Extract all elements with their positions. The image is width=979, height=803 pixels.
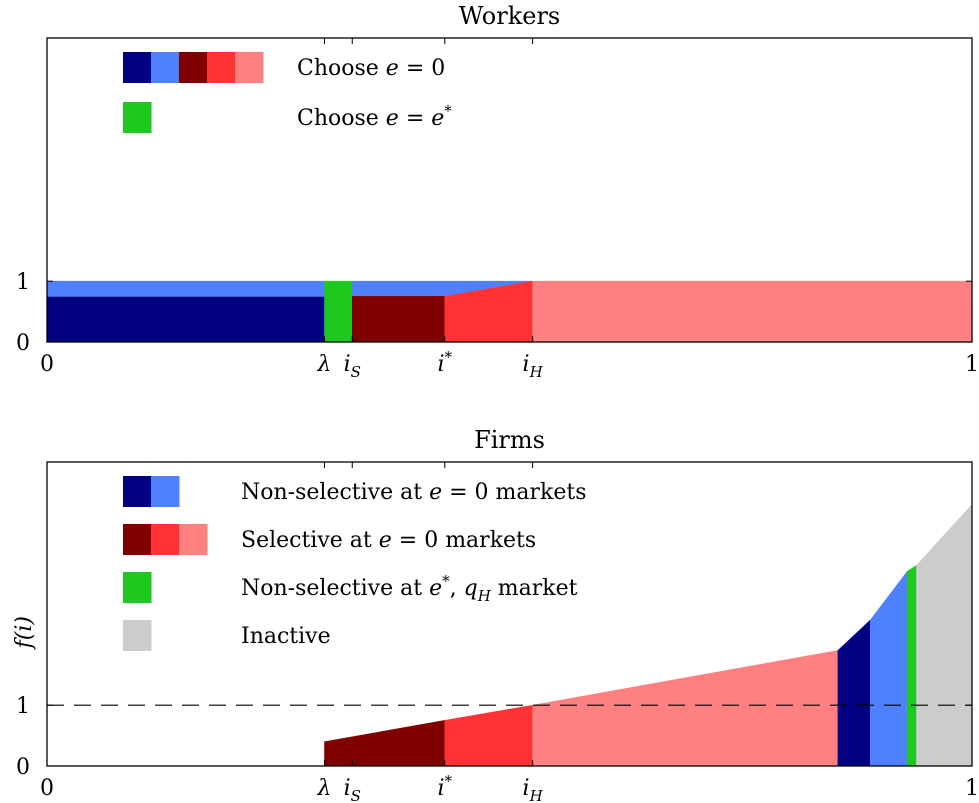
legend-label-1: Selective at e = 0 markets [241,528,536,553]
x-tick-label-3: i* [437,772,452,801]
y-axis-label: f(i) [12,616,37,650]
legend-swatch [123,620,152,651]
area-region-0 [324,720,446,767]
area-region-0 [46,296,325,343]
area-region-6 [532,280,973,343]
x-tick-label-4: iH [523,352,544,381]
plot-frame [46,461,973,767]
x-tick-label-0: 0 [40,776,54,801]
chart-title: Firms [474,426,545,454]
legend-swatch [235,52,264,83]
x-tick-label-4: iH [523,776,544,803]
area-region-5 [906,564,917,767]
legend-swatch [151,52,180,83]
x-tick-label-1: λ [317,352,332,377]
legend-swatch [179,52,208,83]
legend-swatch [151,476,180,507]
legend-swatch [123,102,152,133]
firms-panel: 0 λ iS i* iH 1 0 1 Firms f(i) Non-selective at e =… [12,426,979,803]
y-tick-label-0: 0 [16,331,30,356]
area-region-1 [444,704,533,767]
legend-label-3: Inactive [241,624,331,649]
legend-label-0: Choose e = 0 [297,56,445,81]
x-tick-label-5: 1 [965,776,979,801]
legend-label-1: Choose e = e* [297,102,452,131]
area-region-1 [46,280,325,297]
y-tick-label-1: 1 [16,270,30,295]
area-region-3 [837,619,871,767]
workers-panel: 0 λ iS i* iH 1 0 1 Workers Choose e = 0 Choose e =… [16,2,979,381]
area-region-6 [916,503,973,767]
area-region-2 [532,650,839,767]
plot-frame [46,37,973,343]
x-tick-label-3: i* [437,348,452,377]
x-tick-label-1: λ [317,776,332,801]
chart-title: Workers [459,2,561,30]
legend-swatch [123,524,152,555]
legend-swatch [151,524,180,555]
legend-swatch [123,476,152,507]
legend-label-2: Non-selective at e*, qH market [241,572,578,605]
legend-label-0: Non-selective at e = 0 markets [241,480,586,505]
legend-swatch [207,52,236,83]
legend-swatch [123,52,152,83]
x-tick-label-0: 0 [40,352,54,377]
area-region-2 [324,280,353,343]
legend-swatch [179,524,208,555]
y-tick-label-1: 1 [16,694,30,719]
x-tick-label-5: 1 [965,352,979,377]
area-region-4 [351,296,446,343]
x-tick-label-2: iS [344,352,361,381]
x-tick-label-2: iS [344,776,361,803]
area-region-4 [869,570,908,767]
y-tick-label-0: 0 [16,755,30,780]
legend-swatch [123,572,152,603]
